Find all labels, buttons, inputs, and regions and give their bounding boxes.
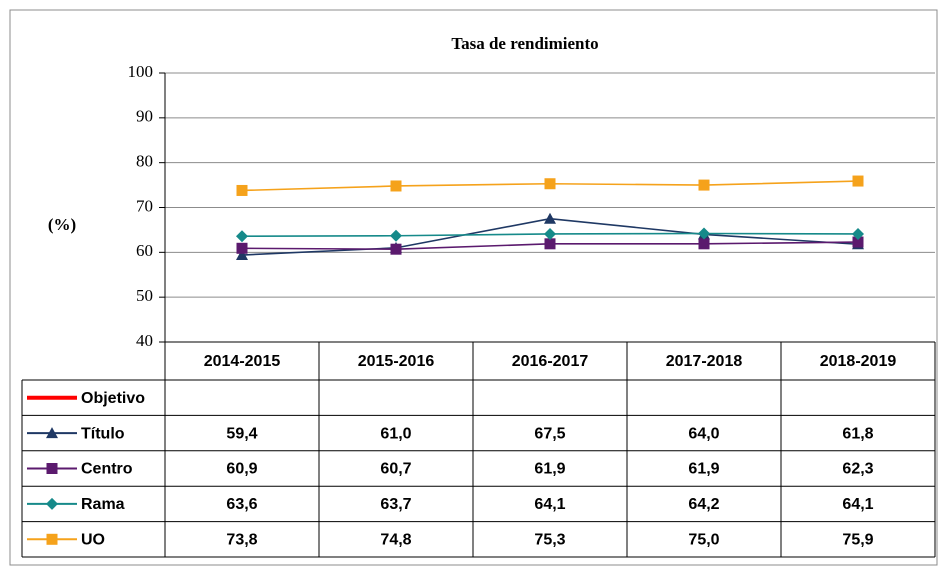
table-value: 74,8 [380,532,411,549]
marker [236,249,248,261]
marker [852,227,864,240]
y-tick-label: 60 [136,241,153,260]
table-value: 63,7 [380,496,411,513]
table-value: 62,3 [842,461,873,478]
x-tick-label: 2014-2015 [204,353,281,370]
marker [544,212,556,224]
legend-label: UO [81,532,105,549]
marker [852,175,864,187]
y-tick-label: 70 [136,196,153,215]
marker [852,236,864,248]
marker [698,238,710,250]
y-tick-label: 80 [136,152,153,171]
marker [698,227,710,240]
marker [46,427,58,439]
y-tick-label: 100 [128,62,154,81]
table-value: 75,0 [688,532,719,549]
marker [390,229,402,242]
table-value: 61,9 [688,461,719,478]
table-value: 60,9 [226,461,257,478]
table-value: 64,1 [842,496,873,513]
y-tick-label: 90 [136,107,153,126]
y-tick-label: 50 [136,286,153,305]
table-value: 61,8 [842,425,873,442]
marker [46,463,58,474]
legend-label: Rama [81,496,125,513]
table-value: 61,9 [534,461,565,478]
table-value: 75,3 [534,532,565,549]
marker [544,238,556,250]
table-value: 63,6 [226,496,257,513]
marker [236,184,248,196]
legend-label: Centro [81,461,133,478]
marker [46,497,58,510]
marker [390,243,402,255]
table-value: 75,9 [842,532,873,549]
chart-title: Tasa de rendimiento [451,34,598,53]
x-tick-label: 2017-2018 [666,353,743,370]
legend-label: Objetivo [81,390,145,407]
table-value: 73,8 [226,532,257,549]
legend-label: Título [81,425,125,442]
table-value: 67,5 [534,425,565,442]
x-tick-label: 2015-2016 [358,353,435,370]
table-value: 64,1 [534,496,565,513]
marker [544,227,556,240]
x-tick-label: 2018-2019 [820,353,897,370]
marker [544,178,556,190]
y-tick-label: 40 [136,331,153,350]
table-value: 64,0 [688,425,719,442]
marker [390,180,402,192]
y-axis-label: (%) [48,215,76,234]
table-value: 61,0 [380,425,411,442]
table-value: 64,2 [688,496,719,513]
marker [46,533,58,545]
table-value: 60,7 [380,461,411,478]
x-tick-label: 2016-2017 [512,353,589,370]
marker [698,179,710,191]
marker [236,230,248,243]
marker [236,242,248,254]
table-value: 59,4 [226,425,257,442]
